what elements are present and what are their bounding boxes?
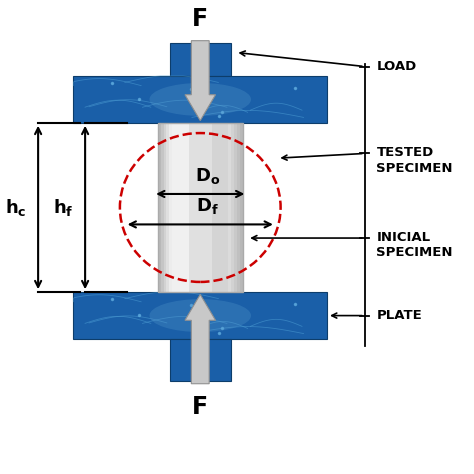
- Text: F: F: [192, 395, 208, 419]
- Bar: [217, 123, 220, 292]
- Bar: [189, 123, 192, 292]
- Bar: [214, 123, 217, 292]
- Bar: [170, 339, 231, 382]
- Bar: [166, 123, 169, 292]
- Bar: [169, 123, 172, 292]
- Text: PLATE: PLATE: [376, 309, 422, 322]
- Bar: [237, 123, 240, 292]
- Bar: [158, 123, 243, 292]
- Text: $\mathbf{D_o}$: $\mathbf{D_o}$: [195, 165, 220, 185]
- Bar: [234, 123, 237, 292]
- FancyArrow shape: [185, 41, 216, 120]
- Bar: [170, 43, 231, 76]
- Bar: [175, 123, 178, 292]
- Bar: [211, 123, 214, 292]
- Bar: [158, 123, 161, 292]
- Bar: [200, 123, 203, 292]
- Bar: [223, 123, 226, 292]
- FancyArrow shape: [185, 294, 216, 384]
- Bar: [209, 123, 211, 292]
- Bar: [226, 123, 228, 292]
- Bar: [198, 123, 200, 292]
- Ellipse shape: [149, 299, 251, 332]
- Text: $\mathbf{h_c}$: $\mathbf{h_c}$: [5, 197, 27, 218]
- Bar: [73, 76, 327, 123]
- Text: $\mathbf{h_f}$: $\mathbf{h_f}$: [53, 197, 73, 218]
- Bar: [178, 123, 181, 292]
- Bar: [181, 123, 183, 292]
- Bar: [228, 123, 231, 292]
- Text: INICIAL
SPECIMEN: INICIAL SPECIMEN: [376, 231, 453, 259]
- Bar: [164, 123, 166, 292]
- Ellipse shape: [149, 83, 251, 116]
- Bar: [240, 123, 243, 292]
- Bar: [183, 123, 186, 292]
- Bar: [186, 123, 189, 292]
- Text: $\mathbf{D_f}$: $\mathbf{D_f}$: [196, 196, 219, 216]
- Bar: [195, 123, 198, 292]
- Bar: [172, 123, 175, 292]
- Bar: [206, 123, 209, 292]
- Bar: [161, 123, 164, 292]
- Bar: [203, 123, 206, 292]
- Text: LOAD: LOAD: [376, 60, 417, 73]
- Bar: [220, 123, 223, 292]
- Text: TESTED
SPECIMEN: TESTED SPECIMEN: [376, 146, 453, 175]
- Text: F: F: [192, 7, 208, 31]
- Bar: [73, 292, 327, 339]
- Bar: [192, 123, 195, 292]
- Bar: [231, 123, 234, 292]
